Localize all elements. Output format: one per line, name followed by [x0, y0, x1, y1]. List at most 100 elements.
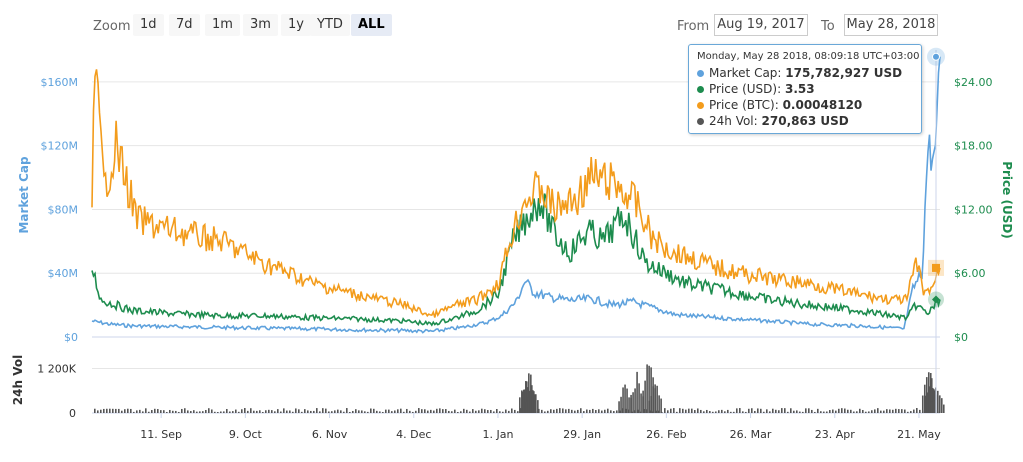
- volume-bar: [787, 411, 789, 413]
- volume-bar: [472, 409, 474, 413]
- volume-bar: [319, 411, 321, 413]
- volume-bar: [532, 390, 534, 413]
- volume-bar: [913, 409, 915, 413]
- hover-markers: [927, 47, 945, 413]
- volume-bar: [889, 409, 891, 413]
- volume-bar: [868, 411, 870, 413]
- volume-bar: [607, 408, 609, 413]
- volume-bar: [679, 408, 681, 413]
- volume-bar: [528, 373, 530, 413]
- zoom-3m-button[interactable]: 3m: [243, 14, 278, 36]
- zoom-1y-button[interactable]: 1y: [281, 14, 311, 36]
- volume-bar: [700, 409, 702, 413]
- volume-bar: [924, 395, 927, 413]
- volume-bar: [670, 408, 672, 413]
- volume-bar: [610, 410, 612, 413]
- to-date-input[interactable]: May 28, 2018: [844, 14, 938, 36]
- tooltip-label: Price (BTC):: [709, 98, 779, 112]
- tooltip-row-price-btc: Price (BTC): 0.00048120: [697, 98, 862, 112]
- volume-bar: [322, 408, 324, 413]
- volume-bar: [250, 408, 252, 413]
- volume-bar: [673, 408, 675, 413]
- volume-bar: [580, 408, 582, 413]
- volume-bar: [624, 384, 626, 413]
- volume-bar: [262, 411, 264, 413]
- volume-bar: [430, 409, 432, 413]
- series-layer: [91, 56, 941, 334]
- volume-bar: [757, 408, 759, 413]
- volume-bar: [724, 411, 726, 413]
- volume-bar: [745, 411, 747, 413]
- volume-bar: [148, 411, 150, 413]
- volume-bar: [664, 408, 666, 413]
- volume-bar: [526, 381, 528, 413]
- volume-bar: [751, 408, 753, 413]
- volume-bar: [409, 410, 411, 413]
- volume-bar: [184, 408, 186, 413]
- volume-bar: [632, 392, 634, 413]
- volume-bar: [265, 410, 267, 413]
- volume-bar: [620, 396, 622, 413]
- volume-tick-label: 0: [69, 407, 76, 420]
- zoom-1m-button[interactable]: 1m: [205, 14, 240, 36]
- y-right-tick-label: $18.00: [954, 140, 993, 153]
- zoom-ytd-button[interactable]: YTD: [310, 14, 350, 36]
- volume-bar: [304, 409, 306, 413]
- volume-bar: [457, 411, 459, 413]
- zoom-all-button[interactable]: ALL: [351, 14, 392, 36]
- volume-bar: [244, 408, 246, 413]
- volume-bar: [496, 408, 498, 413]
- volume-bar: [763, 411, 765, 413]
- volume-bar: [292, 411, 294, 413]
- grid-lines: [92, 81, 940, 414]
- volume-bar: [525, 402, 527, 413]
- volume-bar: [529, 392, 531, 413]
- volume-bar: [929, 373, 932, 413]
- volume-tick-label: 1 200K: [37, 363, 76, 376]
- volume-bar: [871, 410, 873, 413]
- volume-bar: [226, 408, 228, 413]
- volume-bar: [388, 409, 390, 413]
- volume-bar: [642, 390, 644, 413]
- y-left-tick-label: $80M: [48, 203, 79, 216]
- volume-bar: [527, 397, 529, 413]
- volume-bar: [895, 408, 897, 413]
- volume-bar: [730, 411, 732, 413]
- price-btc-marker: [932, 263, 940, 272]
- volume-bar: [524, 389, 526, 413]
- volume-bar: [583, 411, 585, 413]
- volume-bar: [439, 408, 441, 413]
- volume-bar: [205, 409, 207, 413]
- volume-bar: [460, 411, 462, 413]
- volume-bar: [94, 408, 96, 413]
- from-date-input[interactable]: Aug 19, 2017: [714, 14, 808, 36]
- volume-bar: [286, 410, 288, 413]
- volume-bar: [838, 408, 840, 413]
- volume-bar: [565, 409, 567, 413]
- volume-bar: [697, 408, 699, 413]
- volume-bar: [172, 410, 174, 413]
- zoom-7d-button[interactable]: 7d: [169, 14, 200, 36]
- x-tick-label: 23. Apr: [815, 428, 855, 441]
- volume-bar: [853, 411, 855, 413]
- y-right-tick-label: $6.00: [954, 267, 986, 280]
- volume-bar: [166, 411, 168, 413]
- x-tick-label: 11. Sep: [140, 428, 182, 441]
- zoom-1d-button[interactable]: 1d: [133, 14, 164, 36]
- volume-bar: [385, 409, 387, 413]
- y-left-tick-label: $0: [64, 331, 78, 344]
- volume-bar: [907, 411, 909, 413]
- volume-bar: [796, 410, 798, 413]
- volume-bar: [478, 410, 480, 413]
- tooltip-row-price-usd: Price (USD): 3.53: [697, 82, 815, 96]
- volume-bar: [118, 408, 120, 413]
- volume-bar: [595, 410, 597, 413]
- volume-bar: [571, 409, 573, 413]
- volume-bar: [523, 389, 525, 413]
- x-tick-label: 21. May: [897, 428, 941, 441]
- volume-bar: [754, 410, 756, 413]
- volume-bar: [601, 410, 603, 413]
- volume-bar: [727, 409, 729, 413]
- volume-bar: [938, 395, 941, 413]
